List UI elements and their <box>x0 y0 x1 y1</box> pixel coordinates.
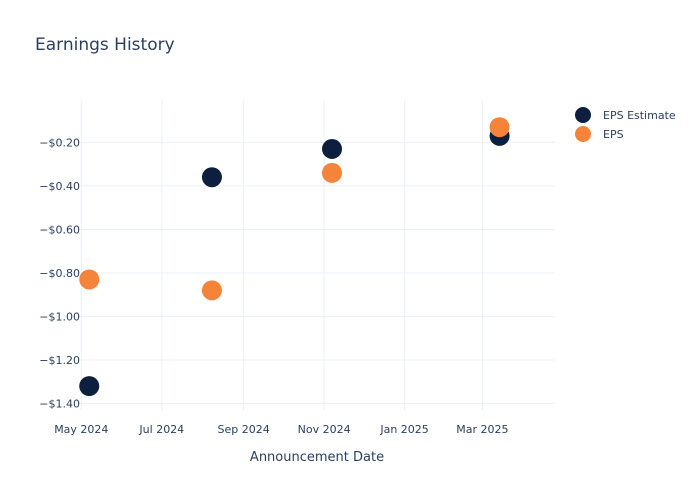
chart-title: Earnings History <box>35 35 175 55</box>
x-tick-label: May 2024 <box>54 423 108 436</box>
eps-point[interactable] <box>489 117 510 138</box>
legend-eps-label[interactable]: EPS <box>603 128 624 141</box>
x-tick-label: Nov 2024 <box>298 423 351 436</box>
y-tick-label: −$0.40 <box>39 180 80 193</box>
eps-estimate-point[interactable] <box>79 376 100 397</box>
x-tick-label: Sep 2024 <box>217 423 269 436</box>
eps-point[interactable] <box>322 162 343 183</box>
y-tick-label: −$0.20 <box>39 136 80 149</box>
x-tick-label: Jan 2025 <box>379 423 428 436</box>
legend[interactable]: EPS Estimate EPS <box>575 107 676 142</box>
y-tick-label: −$1.20 <box>39 354 80 367</box>
eps-estimate-point[interactable] <box>201 167 222 188</box>
y-tick-label: −$0.60 <box>39 223 80 236</box>
tick-layer: May 2024 Jul 2024 Sep 2024 Nov 2024 Jan 2025… <box>39 136 508 436</box>
grid-layer <box>80 100 555 410</box>
point-layer <box>79 117 510 397</box>
legend-eps-estimate-marker[interactable] <box>575 107 591 123</box>
y-tick-label: −$1.40 <box>39 397 80 410</box>
eps-point[interactable] <box>201 280 222 301</box>
legend-eps-estimate-label[interactable]: EPS Estimate <box>603 109 676 122</box>
x-tick-label: Jul 2024 <box>138 423 184 436</box>
eps-estimate-point[interactable] <box>322 138 343 159</box>
eps-point[interactable] <box>79 269 100 290</box>
x-axis-title: Announcement Date <box>250 450 384 465</box>
x-tick-label: Mar 2025 <box>456 423 508 436</box>
y-tick-label: −$1.00 <box>39 310 80 323</box>
legend-eps-marker[interactable] <box>575 126 591 142</box>
y-tick-label: −$0.80 <box>39 267 80 280</box>
